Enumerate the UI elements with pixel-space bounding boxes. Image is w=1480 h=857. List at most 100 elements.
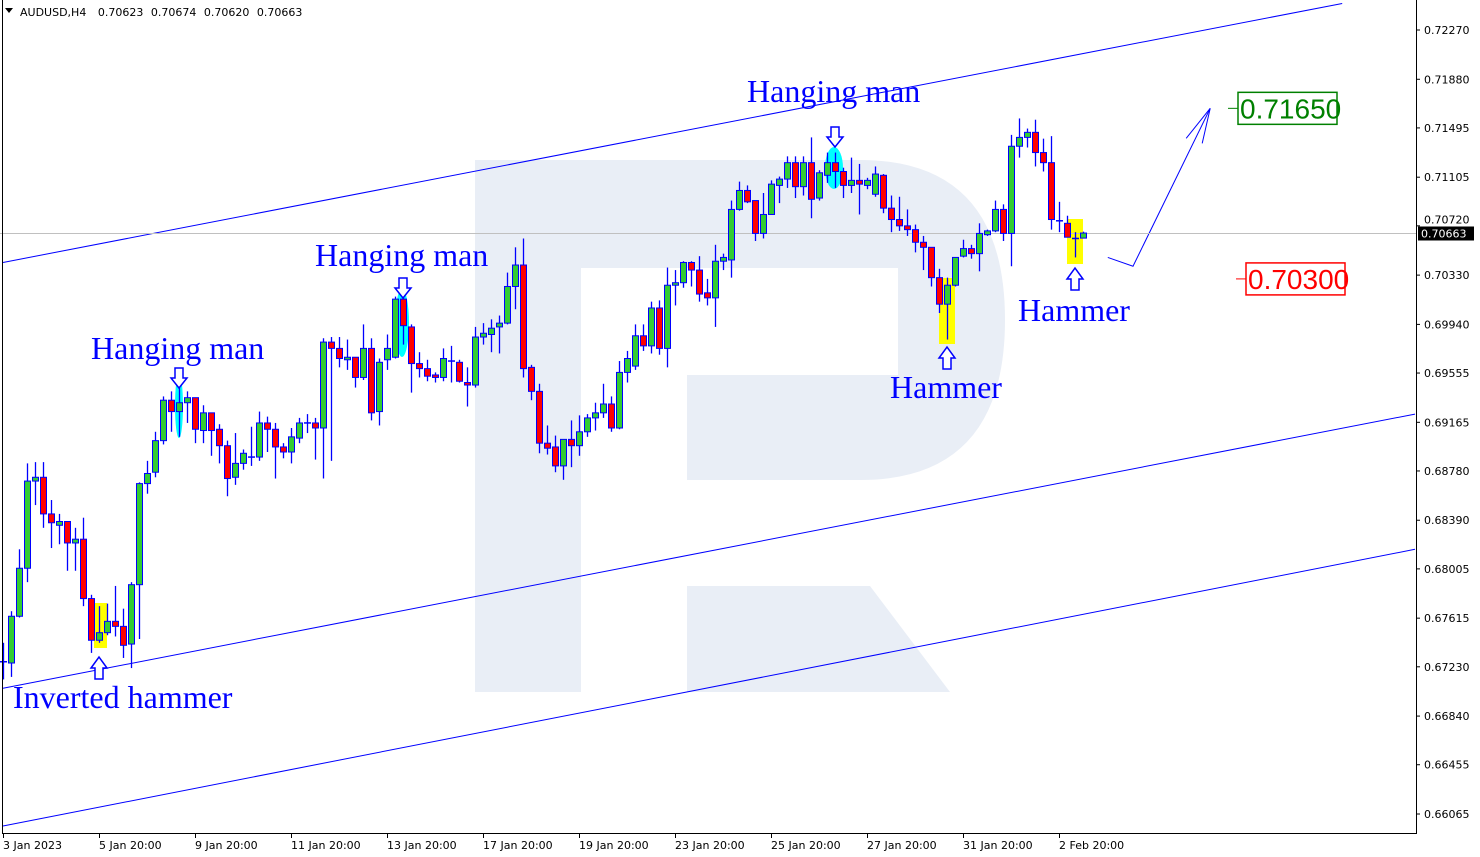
candle [816,170,823,201]
arrow-up-icon [937,345,957,370]
candle [296,417,303,444]
candle [912,224,919,253]
candle [328,337,335,461]
candle [1072,232,1079,258]
candle-body [376,361,383,413]
x-tick-label: 2 Feb 20:00 [1059,839,1124,852]
candle [568,420,575,468]
candle [600,383,607,418]
candle [16,549,23,618]
candle-body [152,440,159,473]
candle [632,324,639,370]
candle [920,235,927,271]
symbol-label: AUDUSD,H4 [20,6,86,19]
candle-body [1016,136,1023,147]
candle-body [24,480,31,569]
candle [208,412,215,456]
candle [136,482,143,640]
candle-body [800,162,807,188]
candle-body [984,230,991,236]
candle [232,433,239,485]
candle-body [8,615,15,664]
collapse-triangle-icon[interactable] [5,8,13,13]
channel-line [2,2,1343,263]
candle [1000,204,1007,242]
candle-body [464,382,471,386]
y-tick-label: 0.69940 [1424,318,1470,331]
candle [824,152,831,183]
candle-body [1000,208,1007,234]
candle [640,324,647,351]
target-box [1237,91,1338,126]
candle-body [184,397,191,404]
candle [1080,231,1087,239]
candle [112,585,119,637]
y-tick-label: 0.66840 [1424,710,1470,723]
candle-body [720,256,727,262]
candle [376,358,383,426]
candle-body [928,246,935,279]
candle [808,137,815,219]
arrow-down-icon [825,126,845,149]
candle [976,223,983,272]
candle-body [176,402,183,413]
candle [544,425,551,455]
price-axis[interactable]: 0.72270 0.71880 0.71495 0.71105 0.70720 0.703… [1416,24,1470,821]
candle [184,391,191,423]
chart-header: AUDUSD,H4 0.70623 0.70674 0.70620 0.7066… [5,6,302,19]
arrow-down-icon [169,367,189,390]
candle-body [192,397,199,430]
candle-body [280,446,287,453]
candle [704,278,711,306]
candle-body [664,284,671,349]
candle [312,417,319,460]
y-tick-label: 0.67615 [1424,612,1470,625]
candle [104,603,111,636]
candle-body [608,403,615,429]
candle [968,244,975,259]
candle-body [1040,152,1047,164]
x-tick-label: 11 Jan 20:00 [291,839,361,852]
candle-body [56,521,63,526]
candle [488,319,495,353]
x-tick-label: 31 Jan 20:00 [963,839,1033,852]
candle [456,359,463,383]
candle [64,521,71,571]
y-tick-label: 0.69165 [1424,416,1470,429]
candle [408,324,415,393]
candle [856,163,863,215]
candle [424,359,431,382]
candle [712,244,719,327]
x-tick-label: 5 Jan 20:00 [99,839,162,852]
candle [960,239,967,258]
candle [864,177,871,190]
candle-body [64,521,71,544]
candle [392,296,399,359]
candle-body [696,269,703,295]
candle [224,440,231,497]
candle-body [1008,145,1015,234]
x-tick-label: 25 Jan 20:00 [771,839,841,852]
candle [656,300,663,355]
candle [432,372,439,383]
candle-body [744,189,751,203]
candle [256,411,263,461]
candle [56,513,63,545]
candle-body [536,390,543,444]
candle [160,396,167,445]
candle [1008,134,1015,267]
candle-body [784,162,791,180]
candle-body [912,229,919,243]
candle-body [680,261,687,284]
y-tick-label: 0.66065 [1424,808,1470,821]
arrow-down-icon [393,277,413,300]
arrow-up-icon [1065,266,1085,291]
time-axis[interactable]: 3 Jan 2023 5 Jan 20:00 9 Jan 20:00 11 Jan 2… [3,833,1124,852]
candles [0,118,1087,680]
candle-body [1048,162,1055,221]
logo-bowl [580,160,1005,480]
candle [744,185,751,204]
candle-body [328,341,335,349]
candle [888,195,895,233]
